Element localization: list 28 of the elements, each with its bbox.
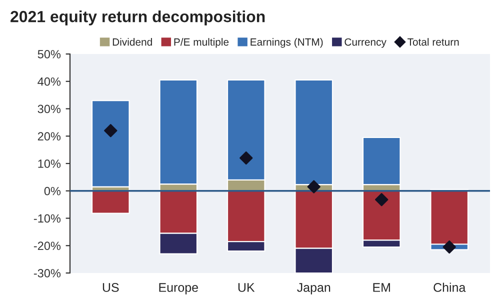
- legend-label: P/E multiple: [174, 38, 229, 48]
- y-tick-label: -30%: [34, 269, 61, 278]
- point: [442, 240, 456, 254]
- y-tick-label: 30%: [38, 104, 61, 114]
- x-tick-label: US: [102, 283, 119, 292]
- y-tick-label: -10%: [34, 214, 61, 223]
- y-tick-label: 40%: [38, 77, 61, 86]
- bar: [91, 190, 130, 214]
- x-tick-label: Europe: [159, 283, 198, 294]
- x-tick-label: EM: [373, 283, 390, 292]
- legend-label: Earnings (NTM): [250, 38, 323, 48]
- y-tick-label: 10%: [38, 160, 61, 168]
- x-tick-label: Japan: [297, 283, 330, 294]
- legend-label: Currency: [344, 38, 386, 48]
- point: [240, 151, 253, 165]
- legend-label: Dividend: [112, 38, 152, 46]
- y-tick-label: 20%: [38, 132, 61, 141]
- bar: [91, 100, 130, 188]
- point: [104, 124, 118, 138]
- y-tick-label: 0%: [44, 186, 61, 196]
- y-tick-label: -20%: [34, 242, 61, 250]
- x-tick-label: China: [434, 282, 466, 292]
- chart-title: 2021 equity return decomposition: [10, 10, 265, 26]
- legend-label: Total return: [408, 38, 459, 46]
- x-tick-label: UK: [238, 283, 255, 292]
- point: [307, 180, 320, 194]
- point: [375, 193, 388, 206]
- y-tick-label: 50%: [38, 50, 61, 58]
